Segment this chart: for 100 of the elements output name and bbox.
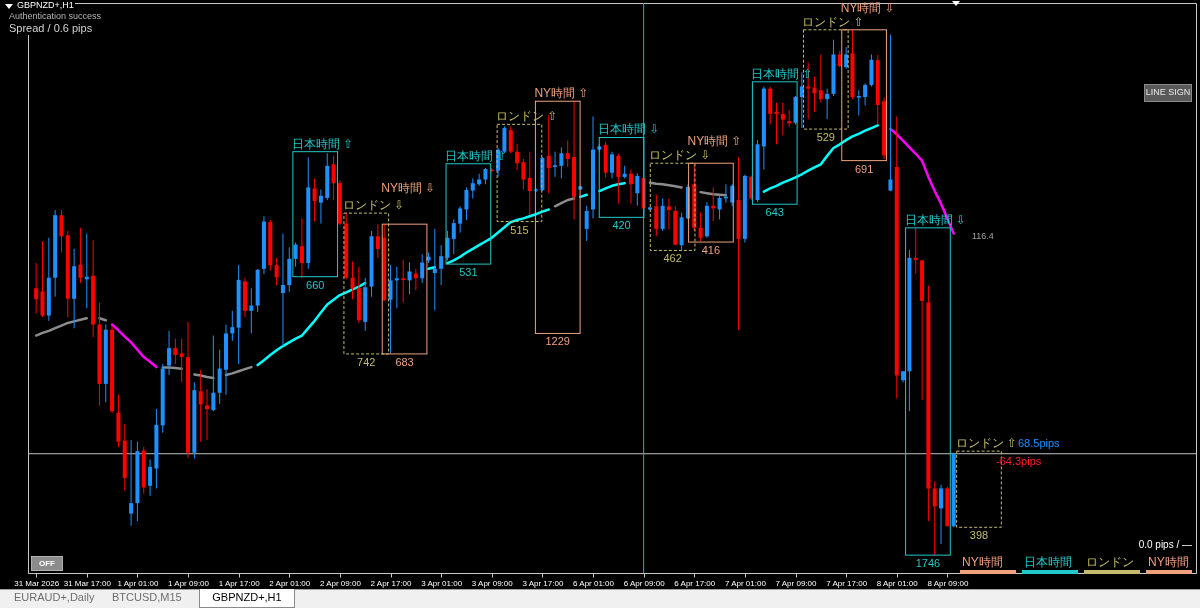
candlestick xyxy=(280,233,285,347)
candlestick xyxy=(616,152,621,205)
candlestick xyxy=(508,125,513,154)
candlestick xyxy=(331,155,336,201)
candlestick xyxy=(205,388,210,441)
x-tick-label: 2 Apr 01:00 xyxy=(269,578,311,588)
candlestick xyxy=(129,439,134,527)
candlestick xyxy=(464,186,469,221)
annotation: 420 xyxy=(612,219,631,233)
annotation: 1229 xyxy=(545,335,570,349)
chart-title: GBPNZD+,H1 xyxy=(16,0,75,11)
candlestick xyxy=(635,172,640,207)
candlestick xyxy=(34,262,39,314)
candlestick xyxy=(780,102,785,136)
annotation: 660 xyxy=(306,278,325,292)
annotation: NY時間 ⇧ xyxy=(687,134,742,149)
candlestick xyxy=(420,253,425,284)
annotation: NY時間 ⇧ xyxy=(534,86,589,101)
candlestick xyxy=(932,480,937,556)
candlestick xyxy=(628,169,633,205)
candlestick xyxy=(173,338,178,365)
text: OFF xyxy=(39,558,55,568)
candlestick xyxy=(806,61,811,120)
text: ロンドン ⇧ xyxy=(802,14,864,29)
candlestick xyxy=(553,151,558,178)
text: Authentication success xyxy=(8,11,103,22)
text: 116.4 xyxy=(972,231,994,242)
annotation: NY時間 ⇩ xyxy=(381,181,436,196)
annotation: 462 xyxy=(663,252,682,266)
candlestick xyxy=(198,369,203,443)
x-tick-label: 31 Mar 2026 xyxy=(14,578,60,588)
x-tick-label: 1 Apr 09:00 xyxy=(168,578,210,588)
candlestick xyxy=(211,335,216,412)
x-tick-label: 1 Apr 01:00 xyxy=(117,578,159,588)
candlestick xyxy=(888,34,893,192)
candlestick xyxy=(167,330,172,376)
text: -64.3pips xyxy=(996,455,1042,469)
candlestick xyxy=(350,260,355,300)
x-tick-label: 8 Apr 09:00 xyxy=(927,578,969,588)
candlestick xyxy=(388,264,393,354)
candlestick xyxy=(565,140,570,168)
text: 1746 xyxy=(915,557,941,571)
candlestick xyxy=(774,102,779,145)
annotation: Spread / 0.6 pips xyxy=(8,22,94,36)
candlestick xyxy=(407,262,412,295)
text: BTCUSD,M15 xyxy=(112,591,182,605)
candlestick xyxy=(179,338,184,383)
x-tick-label: 2 Apr 17:00 xyxy=(370,578,413,588)
candlestick xyxy=(698,212,703,242)
candlestick xyxy=(274,257,279,286)
candlestick xyxy=(148,459,153,497)
candlestick xyxy=(863,82,868,106)
x-tick-label: 6 Apr 01:00 xyxy=(573,578,615,588)
candlestick xyxy=(394,266,399,309)
candlestick xyxy=(666,197,671,230)
candlestick xyxy=(660,197,665,232)
candlestick xyxy=(939,484,944,545)
candlestick xyxy=(610,151,614,179)
text: GBPNZD+,H1 xyxy=(212,591,282,605)
text: NY時間 xyxy=(1148,555,1189,570)
candlestick xyxy=(584,205,589,242)
candlestick xyxy=(470,177,475,199)
x-tick-label: 8 Apr 01:00 xyxy=(876,578,919,588)
text: 398 xyxy=(969,529,989,543)
text: NY時間 xyxy=(962,555,1003,570)
annotation: ロンドン ⇩ xyxy=(342,198,405,213)
annotation: 691 xyxy=(854,162,874,176)
candlestick xyxy=(458,205,463,234)
candlestick xyxy=(230,310,235,342)
x-tick-label: 7 Apr 01:00 xyxy=(724,578,767,588)
candlestick xyxy=(439,244,444,286)
x-tick-label: 3 Apr 17:00 xyxy=(522,578,564,588)
text: LINE SIGN xyxy=(1145,87,1191,98)
x-tick-label: 7 Apr 17:00 xyxy=(826,578,868,588)
candlestick xyxy=(521,158,526,190)
x-tick-label: 7 Apr 09:00 xyxy=(775,578,818,588)
annotation: 683 xyxy=(395,355,414,369)
candlestick xyxy=(299,217,304,279)
text: 0.0 pips / — xyxy=(1138,539,1192,551)
text: NY時間 ⇩ xyxy=(840,0,895,15)
x-tick-label: 2 Apr 09:00 xyxy=(319,578,362,588)
text: ロンドン xyxy=(1086,555,1134,570)
candlestick xyxy=(318,189,323,225)
candlestick xyxy=(312,178,317,222)
candlestick xyxy=(717,194,722,220)
candlestick xyxy=(451,218,456,255)
candlestick xyxy=(913,227,918,275)
candlestick xyxy=(818,53,823,104)
annotation: 643 xyxy=(765,206,784,220)
candlestick xyxy=(856,89,861,116)
candlestick xyxy=(559,146,564,179)
annotation: 742 xyxy=(357,355,376,369)
candlestick xyxy=(59,209,64,254)
candlestick xyxy=(401,259,406,304)
candlestick xyxy=(844,46,849,70)
candlestick xyxy=(249,287,254,334)
annotation: 529 xyxy=(816,131,835,145)
candlestick xyxy=(825,88,830,120)
annotation: 日本時間 ⇧ xyxy=(751,66,813,81)
text: 68.5pips xyxy=(1018,437,1060,451)
